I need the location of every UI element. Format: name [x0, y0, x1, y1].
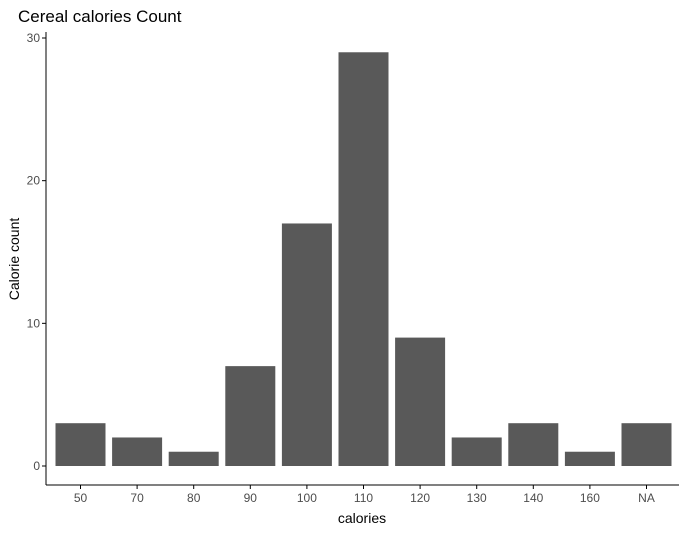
bar-140 — [508, 423, 559, 466]
y-tick-label: 30 — [27, 31, 41, 45]
bar-110 — [338, 52, 389, 467]
bar-70 — [112, 437, 163, 466]
x-axis-label: calories — [338, 510, 386, 526]
bar-80 — [168, 451, 219, 466]
x-tick-label: NA — [638, 491, 655, 505]
y-tick-label: 20 — [27, 174, 41, 188]
x-tick-label: 70 — [130, 491, 144, 505]
x-tick-label: 160 — [580, 491, 600, 505]
bars-group — [55, 52, 672, 467]
y-tick-label: 0 — [33, 459, 40, 473]
x-axis-ticks: 50 70 80 90 100 110 120 130 140 160 NA — [74, 485, 655, 505]
x-tick-label: 100 — [297, 491, 317, 505]
x-tick-label: 110 — [354, 491, 373, 505]
x-tick-label: 50 — [74, 491, 88, 505]
bar-160 — [564, 451, 615, 466]
bar-100 — [281, 223, 332, 466]
chart-title: Cereal calories Count — [18, 7, 182, 26]
x-tick-label: 90 — [244, 491, 258, 505]
y-axis-ticks: 0 10 20 30 — [27, 31, 46, 473]
bar-na — [621, 423, 672, 466]
bar-130 — [451, 437, 502, 466]
x-tick-label: 140 — [523, 491, 543, 505]
bar-50 — [55, 423, 106, 466]
y-axis-label: Calorie count — [6, 218, 22, 301]
y-tick-label: 10 — [27, 316, 41, 330]
bar-90 — [225, 366, 276, 466]
x-tick-label: 130 — [467, 491, 487, 505]
x-tick-label: 120 — [410, 491, 430, 505]
bar-120 — [395, 337, 446, 466]
x-tick-label: 80 — [187, 491, 201, 505]
